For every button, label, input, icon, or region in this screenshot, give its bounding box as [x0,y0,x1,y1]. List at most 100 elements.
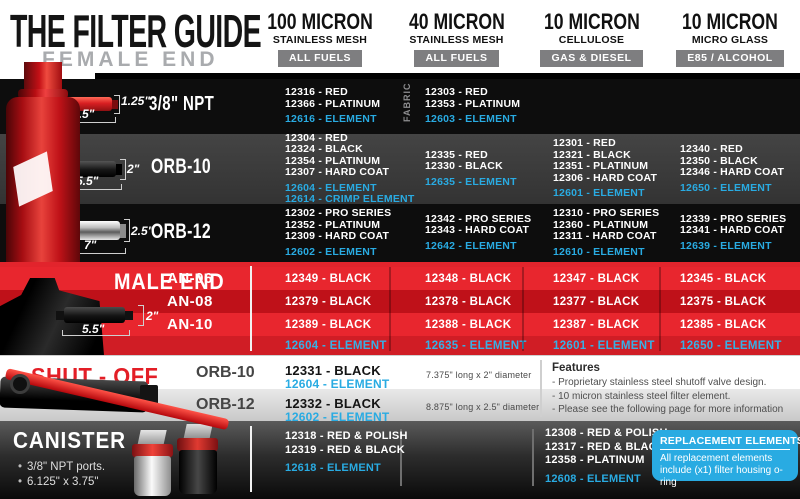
element-number: 12616 - ELEMENT [285,113,377,126]
column-header: 10 MICRON CELLULOSE GAS & DIESEL [523,7,660,73]
canister-spec-item: 6.125" x 3.75" [18,475,105,490]
element-group: 12618 - ELEMENT [285,462,408,476]
parts-cell: 12342 - PRO SERIES 12343 - HARD COAT 12642… [390,204,531,262]
parts-cell: 12310 - PRO SERIES 12360 - PLATINUM 12311 … [523,204,660,262]
height-dimension-label: 2.5" [131,224,154,238]
element-group: 12602 - ELEMENT [285,245,377,259]
part-number: 12379 - BLACK [285,295,372,308]
part-number: 12360 - PLATINUM [553,218,649,231]
an-size-label: AN-08 [167,293,213,310]
part-number: 12306 - HARD COAT [553,171,658,184]
part-number: 12354 - PLATINUM [285,154,381,167]
an-size-label: AN-10 [167,316,213,333]
canister-spec-item: 3/8" NPT ports. [18,460,105,475]
black-canister-photo [176,422,220,494]
male-end-title: MALE END [114,269,225,294]
part-number: 12353 - PLATINUM [425,97,521,110]
fuel-type-badge: ALL FUELS [414,50,499,67]
red-cap [177,438,218,451]
port-size-label: ORB-10 [196,364,255,381]
filter-flange [18,89,68,99]
element-group: 12610 - ELEMENT [553,245,645,259]
dimension-bracket [124,219,130,242]
parts-cell: 12335 - RED 12330 - BLACK 12635 - ELEMENT [390,134,523,204]
part-number: 12347 - BLACK [553,272,640,285]
element-number: 12642 - ELEMENT [425,239,517,252]
feature-item: - 10 micron stainless steel filter eleme… [552,390,731,402]
part-number: 12377 - BLACK [553,295,640,308]
element-group: 12608 - ELEMENT [545,473,668,487]
part-number: 12331 - BLACK [285,363,381,378]
column-divider [522,267,524,351]
dimension-bracket [114,95,120,114]
part-number: 12351 - PLATINUM [553,160,649,173]
features-list: - Proprietary stainless steel shutoff va… [552,376,792,417]
part-number: 12319 - RED & BLACK [285,443,405,456]
size-note: 8.875" long x 2.5" diameter [426,402,540,412]
column-headers: 100 MICRON STAINLESS MESH ALL FUELS 40 MICR… [250,7,800,73]
column-divider [250,426,252,492]
male-end-table: 12349 - BLACK 12348 - BLACK 12347 - BLACK 1… [0,262,800,355]
part-number: 12339 - PRO SERIES [680,212,787,225]
element-group: 12650 - ELEMENT [680,182,772,195]
filter-media-label: STAINLESS MESH [409,34,504,46]
red-cap [132,444,173,457]
parts-cell: 12302 - PRO SERIES 12352 - PLATINUM 12309 … [250,204,391,262]
part-number: 12375 - BLACK [680,295,767,308]
part-number: 12343 - HARD COAT [425,224,530,237]
fuel-type-badge: E85 / ALCOHOL [676,50,784,67]
part-number: 12346 - HARD COAT [680,166,785,178]
parts-cell [523,79,660,134]
size-note: 7.375" long x 2" diameter [426,370,532,380]
column-divider [532,429,534,486]
female-row: 2" 5.5" ORB-10 12304 - RED 12324 - BLACK 1235… [0,131,800,206]
canister-table: CANISTER 3/8" NPT ports.6.125" x 3.75" 1… [0,420,800,499]
dimension-bracket [138,305,144,326]
fitting-tip [56,311,65,320]
replacement-elements-callout: REPLACEMENT ELEMENTS All replacement ele… [652,430,800,488]
element-number: 12608 - ELEMENT [545,472,641,485]
parts-cell [660,79,800,134]
part-number: 12342 - PRO SERIES [425,212,532,225]
part-number: 12311 - HARD COAT [553,230,657,242]
micron-rating-label: 10 MICRON [543,9,640,34]
element-number: 12639 - ELEMENT [680,239,772,252]
male-row: 12604 - ELEMENT 12635 - ELEMENT 12601 - EL… [0,336,800,355]
valve-pivot [10,374,30,394]
filter-body [64,307,125,323]
element-number: 12603 - ELEMENT [425,113,517,126]
port-size-label: ORB-12 [196,396,255,413]
canister-spec-list: 3/8" NPT ports.6.125" x 3.75" [18,460,105,490]
element-number: 12614 - CRIMP ELEMENT [285,193,415,205]
parts-cell: 12340 - RED 12350 - BLACK 12346 - HARD COA… [660,134,800,204]
features-block: Features - Proprietary stainless steel s… [552,362,792,417]
page-title: THE FILTER GUIDE [10,5,262,57]
element-group: 12603 - ELEMENT [425,114,517,126]
element-group: 12639 - ELEMENT [680,239,772,253]
part-number: 12330 - BLACK [425,160,503,173]
element-group: 12601 - ELEMENT [553,188,645,200]
element-number: 12602 - ELEMENT [285,245,377,258]
feature-item: - Please see the following page for more… [552,404,784,415]
features-title: Features [552,362,600,374]
element-number: 12610 - ELEMENT [553,245,645,258]
element-number: 12604 - ELEMENT [285,339,387,352]
filter-media-label: CELLULOSE [558,34,625,46]
parts-cell: FABRIC 12303 - RED 12353 - PLATINUM 12603 -… [390,79,523,134]
part-number: 12358 - PLATINUM [545,454,645,466]
element-number: 12602 - ELEMENT [285,410,390,424]
female-row: 2.5" 7" ORB-12 12302 - PRO SERIES 12352 - PL… [0,204,800,262]
part-number: 12301 - RED [553,137,616,150]
part-number: 12304 - RED [285,131,348,144]
element-number: 12650 - ELEMENT [680,339,782,352]
part-number: 12389 - BLACK [285,318,372,331]
canister-title: CANISTER [13,427,127,453]
part-number: 12350 - BLACK [680,154,758,167]
dimension-bracket [120,159,126,180]
part-number: 12378 - BLACK [425,295,512,308]
column-header: 10 MICRON MICRO GLASS E85 / ALCOHOL [660,7,800,73]
column-divider [659,267,661,351]
filter-media-label: STAINLESS MESH [272,34,368,46]
element-group: 12635 - ELEMENT [425,176,517,189]
element-group: 12604 - ELEMENT 12614 - CRIMP ELEMENT [285,182,415,206]
